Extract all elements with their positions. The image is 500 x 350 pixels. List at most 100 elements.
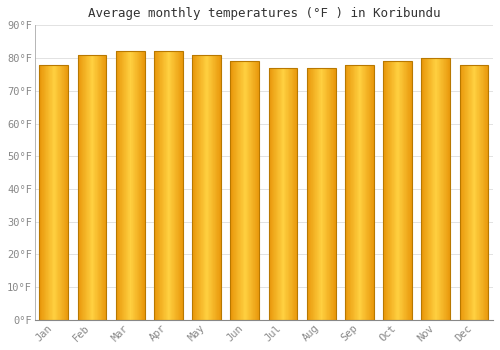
Bar	[131, 51, 132, 320]
Bar	[192, 55, 193, 320]
Bar	[230, 61, 259, 320]
Bar	[90, 55, 91, 320]
Bar	[233, 61, 234, 320]
Bar	[103, 55, 104, 320]
Bar	[369, 64, 370, 320]
Bar	[79, 55, 80, 320]
Bar	[86, 55, 87, 320]
Bar	[162, 51, 164, 320]
Bar	[310, 68, 311, 320]
Bar	[234, 61, 235, 320]
Bar	[311, 68, 312, 320]
Bar	[394, 61, 396, 320]
Bar	[231, 61, 232, 320]
Bar	[330, 68, 331, 320]
Bar	[386, 61, 388, 320]
Bar	[78, 55, 106, 320]
Bar	[383, 61, 412, 320]
Bar	[474, 64, 475, 320]
Bar	[371, 64, 372, 320]
Bar	[373, 64, 374, 320]
Bar	[104, 55, 105, 320]
Bar	[253, 61, 254, 320]
Bar	[67, 64, 68, 320]
Bar	[256, 61, 257, 320]
Bar	[482, 64, 483, 320]
Bar	[97, 55, 98, 320]
Bar	[60, 64, 62, 320]
Bar	[275, 68, 276, 320]
Bar	[465, 64, 466, 320]
Bar	[242, 61, 243, 320]
Bar	[431, 58, 432, 320]
Bar	[405, 61, 406, 320]
Bar	[383, 61, 412, 320]
Bar	[219, 55, 220, 320]
Bar	[307, 68, 336, 320]
Bar	[154, 51, 182, 320]
Bar	[430, 58, 431, 320]
Bar	[63, 64, 64, 320]
Bar	[207, 55, 208, 320]
Bar	[94, 55, 95, 320]
Bar	[168, 51, 169, 320]
Bar	[180, 51, 181, 320]
Bar	[44, 64, 46, 320]
Bar	[439, 58, 440, 320]
Bar	[201, 55, 202, 320]
Bar	[359, 64, 360, 320]
Bar	[467, 64, 468, 320]
Bar	[390, 61, 392, 320]
Bar	[308, 68, 309, 320]
Bar	[288, 68, 289, 320]
Bar	[247, 61, 248, 320]
Bar	[461, 64, 462, 320]
Bar	[52, 64, 54, 320]
Bar	[62, 64, 63, 320]
Bar	[448, 58, 449, 320]
Bar	[198, 55, 199, 320]
Bar	[278, 68, 279, 320]
Bar	[84, 55, 85, 320]
Bar	[307, 68, 308, 320]
Bar	[485, 64, 486, 320]
Bar	[269, 68, 270, 320]
Bar	[196, 55, 197, 320]
Bar	[135, 51, 136, 320]
Bar	[345, 64, 374, 320]
Bar	[254, 61, 255, 320]
Bar	[442, 58, 443, 320]
Bar	[116, 51, 144, 320]
Bar	[296, 68, 298, 320]
Bar	[291, 68, 292, 320]
Bar	[271, 68, 272, 320]
Bar	[460, 64, 461, 320]
Bar	[365, 64, 366, 320]
Bar	[325, 68, 326, 320]
Bar	[385, 61, 386, 320]
Bar	[273, 68, 274, 320]
Bar	[469, 64, 470, 320]
Bar	[480, 64, 481, 320]
Bar	[295, 68, 296, 320]
Bar	[54, 64, 55, 320]
Bar	[102, 55, 103, 320]
Bar	[312, 68, 313, 320]
Bar	[334, 68, 335, 320]
Bar	[96, 55, 97, 320]
Bar	[81, 55, 82, 320]
Bar	[243, 61, 244, 320]
Bar	[161, 51, 162, 320]
Bar	[136, 51, 137, 320]
Bar	[410, 61, 412, 320]
Bar	[314, 68, 315, 320]
Bar	[123, 51, 124, 320]
Bar	[463, 64, 464, 320]
Bar	[173, 51, 174, 320]
Bar	[118, 51, 119, 320]
Bar	[217, 55, 218, 320]
Bar	[294, 68, 295, 320]
Bar	[230, 61, 259, 320]
Bar	[176, 51, 177, 320]
Bar	[478, 64, 479, 320]
